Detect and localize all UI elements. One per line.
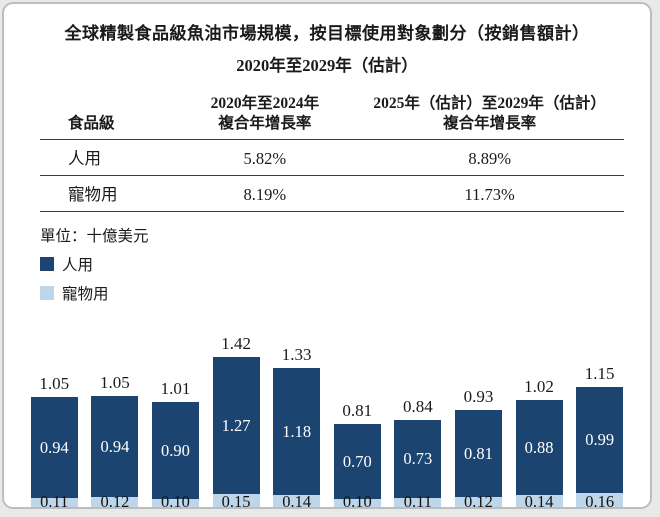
pet-segment — [454, 497, 502, 507]
bar-total-label: 1.05 — [100, 373, 130, 393]
row-cagr-2020-2024: 5.82% — [243, 149, 287, 169]
pet-value-label: 0.12 — [464, 492, 493, 509]
human-segment: 0.88 — [515, 400, 563, 496]
table-row: 寵物用 8.19% 11.73% — [40, 176, 624, 213]
legend-item-pet: 寵物用 — [40, 282, 650, 304]
human-segment: 0.70 — [333, 424, 381, 500]
pet-value-label: 0.12 — [100, 492, 130, 509]
bar-total-label: 0.93 — [463, 387, 494, 407]
pet-value-label: 0.11 — [403, 492, 432, 509]
unit-label: 單位：十億美元 — [40, 228, 149, 246]
bar-group: 1.05 0.94 0.11 — [24, 332, 85, 507]
stacked-bar: 1.27 0.15 — [212, 357, 260, 507]
stacked-bar: 0.81 0.12 — [454, 410, 502, 507]
bar-total-label: 0.81 — [342, 401, 373, 421]
human-value-label: 0.88 — [524, 437, 554, 457]
bar-group: 0.81 0.70 0.10 — [327, 332, 388, 507]
stacked-bar: 0.70 0.10 — [333, 424, 381, 507]
human-value-label: 0.73 — [403, 449, 433, 469]
stacked-bar: 0.94 0.11 — [30, 397, 78, 507]
human-segment: 0.94 — [91, 396, 139, 498]
human-segment: 0.81 — [454, 410, 502, 498]
table-header-cagr-2025-2029: 2025年（估計）至2029年（估計） 複合年增長率 — [373, 95, 606, 133]
bar-group: 1.42 1.27 0.15 — [206, 332, 267, 507]
bar-total-label: 1.01 — [160, 379, 191, 399]
table-header-category: 食品級 — [68, 115, 115, 133]
pet-value-label: 0.10 — [342, 492, 372, 509]
row-cagr-2020-2024: 8.19% — [243, 185, 287, 205]
bar-group: 0.84 0.73 0.11 — [388, 332, 449, 507]
pet-segment — [333, 499, 381, 507]
chart-title-line2: 2020年至2029年（估計） — [236, 56, 418, 75]
human-segment: 0.73 — [394, 420, 442, 499]
pet-value-label: 0.15 — [221, 492, 251, 509]
bar-total-label: 1.02 — [524, 377, 554, 397]
bar-group: 1.02 0.88 0.14 — [509, 332, 570, 507]
human-value-label: 0.99 — [585, 430, 615, 450]
human-segment: 0.94 — [30, 397, 78, 499]
stacked-bar: 1.18 0.14 — [273, 368, 321, 507]
bar-group: 1.15 0.99 0.16 — [569, 332, 630, 507]
bar-total-label: 1.42 — [221, 334, 251, 354]
pet-segment — [151, 499, 199, 507]
pet-segment — [212, 494, 260, 507]
legend-swatch-human — [40, 257, 54, 272]
stacked-bar: 0.73 0.11 — [394, 420, 442, 507]
table-header-row: 食品級 2020年至2024年 複合年增長率 2025年（估計）至2029年（估… — [40, 94, 624, 141]
pet-segment — [273, 495, 321, 507]
row-category: 寵物用 — [68, 185, 118, 205]
row-cagr-2025-2029: 11.73% — [464, 185, 515, 205]
human-value-label: 0.70 — [342, 451, 372, 471]
table-header-cagr-2020-2024: 2020年至2024年 複合年增長率 — [210, 95, 320, 133]
table-row: 人用 5.82% 8.89% — [40, 140, 624, 177]
bar-total-label: 1.33 — [281, 345, 312, 365]
stacked-bar: 0.94 0.12 — [91, 396, 139, 507]
pet-value-label: 0.11 — [40, 492, 69, 509]
human-value-label: 1.27 — [221, 415, 251, 435]
stacked-bar: 0.88 0.14 — [515, 400, 563, 507]
row-cagr-2025-2029: 8.89% — [468, 149, 511, 169]
stacked-bar: 0.90 0.10 — [151, 402, 199, 507]
pet-segment — [394, 498, 442, 507]
report-card: 全球精製食品級魚油市場規模，按目標使用對象劃分（按銷售額計） 2020年至202… — [2, 2, 652, 509]
human-value-label: 0.81 — [464, 443, 493, 463]
bar-group: 1.01 0.90 0.10 — [145, 332, 206, 507]
pet-value-label: 0.14 — [282, 492, 312, 509]
pet-segment — [30, 498, 78, 507]
human-segment: 1.18 — [273, 368, 321, 496]
pet-segment — [91, 497, 139, 507]
bar-total-label: 0.84 — [402, 397, 433, 417]
bar-total-label: 1.05 — [39, 374, 70, 394]
human-value-label: 1.18 — [282, 421, 312, 441]
bar-group: 1.05 0.94 0.12 — [85, 332, 146, 507]
legend-item-human: 人用 — [40, 253, 650, 275]
row-category: 人用 — [68, 149, 101, 169]
pet-value-label: 0.10 — [161, 492, 190, 509]
bar-total-label: 1.15 — [584, 364, 615, 384]
human-value-label: 0.90 — [161, 440, 190, 460]
pet-value-label: 0.16 — [585, 492, 615, 509]
human-segment: 0.90 — [151, 402, 199, 500]
human-segment: 1.27 — [212, 357, 260, 495]
bar-group: 0.93 0.81 0.12 — [448, 332, 509, 507]
human-value-label: 0.94 — [100, 436, 130, 456]
pet-segment — [515, 495, 563, 507]
stacked-bar-chart: 1.05 0.94 0.11 1.05 0.94 0.12 1.01 0.90 0.10 1.42… — [24, 332, 630, 507]
pet-value-label: 0.14 — [524, 492, 554, 509]
human-segment: 0.99 — [576, 387, 624, 494]
bar-group: 1.33 1.18 0.14 — [266, 332, 327, 507]
legend-swatch-pet — [40, 286, 54, 301]
pet-segment — [576, 493, 624, 507]
legend-label: 寵物用 — [62, 286, 109, 304]
chart-title-line1: 全球精製食品級魚油市場規模，按目標使用對象劃分（按銷售額計） — [64, 24, 590, 43]
legend-label: 人用 — [62, 257, 94, 275]
stacked-bar: 0.99 0.16 — [576, 387, 624, 507]
cagr-table: 食品級 2020年至2024年 複合年增長率 2025年（估計）至2029年（估… — [40, 94, 624, 213]
human-value-label: 0.94 — [39, 437, 69, 457]
